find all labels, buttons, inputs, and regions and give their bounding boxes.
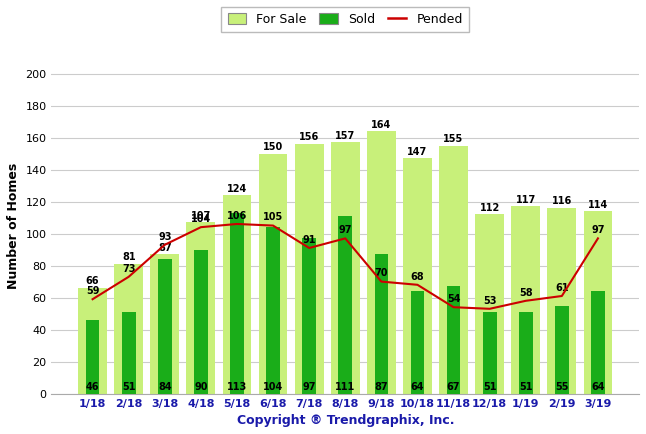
Text: 106: 106 bbox=[227, 211, 247, 221]
Text: 93: 93 bbox=[158, 232, 172, 242]
Text: 113: 113 bbox=[227, 382, 247, 392]
Bar bbox=[158, 259, 172, 394]
Bar bbox=[375, 254, 388, 394]
Text: 61: 61 bbox=[555, 283, 568, 293]
Bar bbox=[223, 195, 251, 394]
Text: 81: 81 bbox=[122, 253, 136, 263]
Text: 104: 104 bbox=[263, 382, 283, 392]
Text: 114: 114 bbox=[588, 200, 608, 210]
Bar bbox=[555, 306, 568, 394]
Text: 66: 66 bbox=[86, 276, 99, 286]
Bar bbox=[258, 154, 287, 394]
Bar bbox=[591, 291, 605, 394]
Text: 87: 87 bbox=[375, 382, 388, 392]
Bar bbox=[122, 312, 136, 394]
Text: 164: 164 bbox=[371, 119, 391, 129]
Bar bbox=[266, 227, 280, 394]
Bar bbox=[583, 211, 612, 394]
Bar bbox=[439, 145, 468, 394]
Bar bbox=[302, 238, 316, 394]
Text: 59: 59 bbox=[86, 286, 99, 296]
Bar bbox=[446, 286, 461, 394]
Text: 51: 51 bbox=[483, 382, 496, 392]
Text: 104: 104 bbox=[191, 214, 211, 224]
Bar bbox=[512, 206, 540, 394]
Text: 84: 84 bbox=[158, 382, 172, 392]
Bar bbox=[403, 158, 432, 394]
Text: 53: 53 bbox=[483, 296, 496, 306]
Bar bbox=[547, 208, 576, 394]
Text: 58: 58 bbox=[519, 288, 532, 298]
Text: 91: 91 bbox=[302, 235, 316, 245]
Text: 64: 64 bbox=[411, 382, 424, 392]
Bar bbox=[114, 264, 143, 394]
Text: 117: 117 bbox=[516, 195, 536, 205]
Text: 107: 107 bbox=[191, 211, 211, 221]
Bar bbox=[331, 142, 360, 394]
Text: 67: 67 bbox=[447, 382, 461, 392]
X-axis label: Copyright ® Trendgraphix, Inc.: Copyright ® Trendgraphix, Inc. bbox=[236, 414, 454, 427]
Text: 150: 150 bbox=[263, 142, 283, 152]
Text: 70: 70 bbox=[375, 268, 388, 278]
Bar bbox=[78, 288, 107, 394]
Text: 97: 97 bbox=[339, 225, 352, 235]
Text: 73: 73 bbox=[122, 263, 136, 273]
Text: 51: 51 bbox=[519, 382, 532, 392]
Bar bbox=[483, 312, 497, 394]
Bar bbox=[411, 291, 424, 394]
Text: 64: 64 bbox=[591, 382, 605, 392]
Text: 68: 68 bbox=[411, 272, 424, 282]
Text: 111: 111 bbox=[335, 382, 355, 392]
Y-axis label: Number of Homes: Number of Homes bbox=[7, 162, 20, 289]
Bar bbox=[187, 222, 215, 394]
Bar bbox=[230, 213, 244, 394]
Text: 87: 87 bbox=[158, 243, 172, 253]
Text: 55: 55 bbox=[555, 382, 568, 392]
Bar bbox=[194, 250, 208, 394]
Text: 156: 156 bbox=[299, 132, 319, 142]
Text: 46: 46 bbox=[86, 382, 99, 392]
Text: 97: 97 bbox=[302, 382, 316, 392]
Text: 147: 147 bbox=[408, 147, 428, 157]
Text: 97: 97 bbox=[591, 225, 605, 235]
Bar bbox=[295, 144, 324, 394]
Bar bbox=[475, 214, 504, 394]
Text: 51: 51 bbox=[122, 382, 136, 392]
Legend: For Sale, Sold, Pended: For Sale, Sold, Pended bbox=[222, 7, 469, 32]
Bar bbox=[367, 131, 396, 394]
Text: 124: 124 bbox=[227, 184, 247, 194]
Bar bbox=[151, 254, 179, 394]
Text: 54: 54 bbox=[447, 294, 461, 304]
Text: 90: 90 bbox=[194, 382, 207, 392]
Bar bbox=[339, 216, 352, 394]
Text: 116: 116 bbox=[552, 196, 572, 206]
Bar bbox=[86, 320, 99, 394]
Text: 105: 105 bbox=[263, 212, 283, 222]
Text: 157: 157 bbox=[335, 131, 355, 141]
Text: 112: 112 bbox=[479, 203, 500, 213]
Bar bbox=[519, 312, 532, 394]
Text: 155: 155 bbox=[443, 134, 464, 144]
